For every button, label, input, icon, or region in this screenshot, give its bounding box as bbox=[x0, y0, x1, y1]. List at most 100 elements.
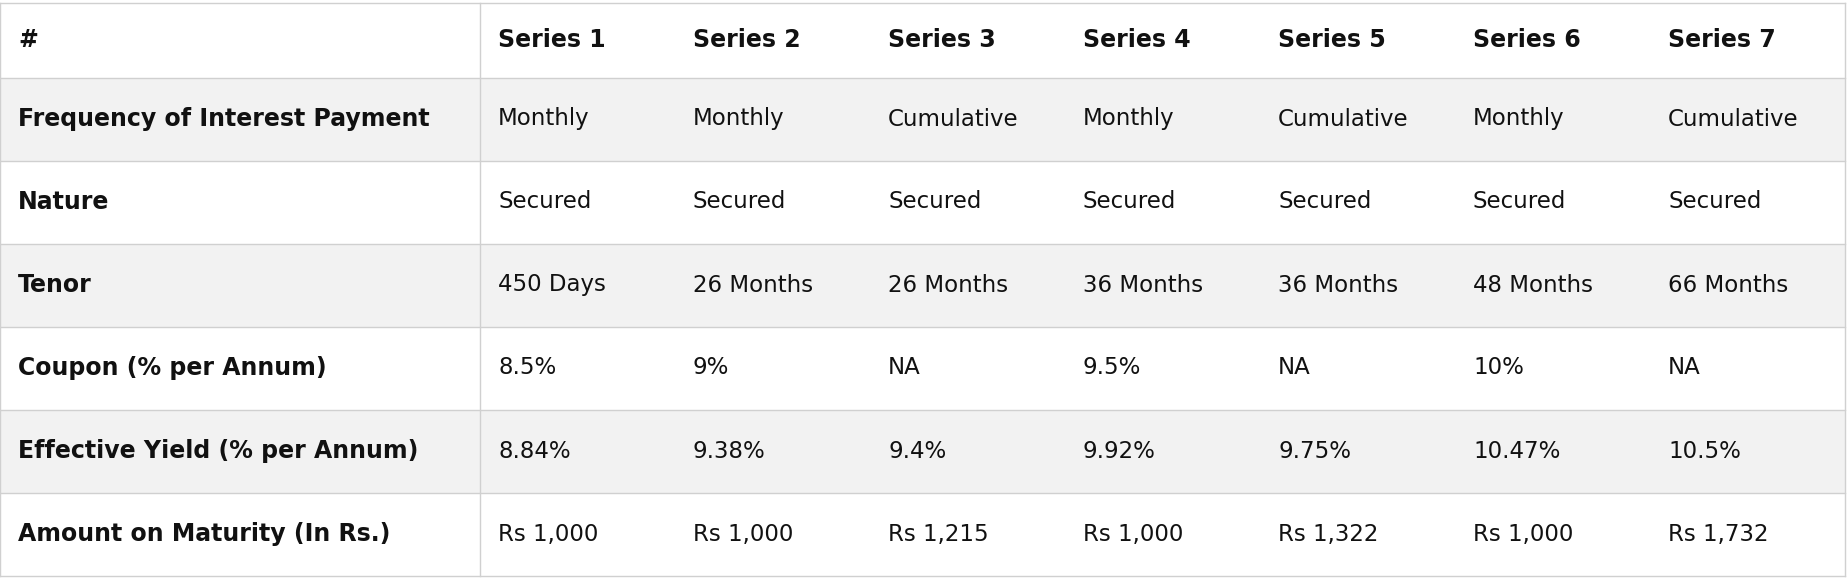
Bar bbox=[0, 77, 1844, 161]
Bar bbox=[870, 161, 1064, 243]
Bar bbox=[0, 492, 1844, 576]
Text: Secured: Secured bbox=[1473, 191, 1567, 213]
Bar bbox=[0, 2, 480, 77]
Text: Frequency of Interest Payment: Frequency of Interest Payment bbox=[18, 107, 429, 131]
Bar bbox=[1454, 2, 1650, 77]
Text: Series 2: Series 2 bbox=[693, 28, 800, 52]
Bar bbox=[1454, 492, 1650, 576]
Bar bbox=[675, 2, 870, 77]
Bar bbox=[1650, 243, 1844, 327]
Text: Nature: Nature bbox=[18, 190, 109, 214]
Bar bbox=[870, 2, 1064, 77]
Bar bbox=[1454, 77, 1650, 161]
Text: NA: NA bbox=[1279, 357, 1310, 380]
Bar bbox=[870, 2, 1064, 77]
Text: Series 3: Series 3 bbox=[889, 28, 996, 52]
Text: Secured: Secured bbox=[497, 191, 591, 213]
Text: Tenor: Tenor bbox=[18, 273, 92, 297]
Bar bbox=[1454, 2, 1650, 77]
Bar bbox=[1064, 2, 1260, 77]
Bar bbox=[0, 161, 480, 243]
Bar bbox=[1064, 492, 1260, 576]
Text: 9.5%: 9.5% bbox=[1083, 357, 1142, 380]
Text: Rs 1,322: Rs 1,322 bbox=[1279, 523, 1379, 546]
Text: NA: NA bbox=[889, 357, 920, 380]
Bar bbox=[870, 243, 1064, 327]
Bar bbox=[1650, 2, 1844, 77]
Bar bbox=[1454, 327, 1650, 409]
Bar bbox=[1650, 409, 1844, 492]
Text: Monthly: Monthly bbox=[1083, 108, 1175, 131]
Text: 36 Months: 36 Months bbox=[1279, 273, 1399, 297]
Bar bbox=[1260, 243, 1454, 327]
Text: Rs 1,000: Rs 1,000 bbox=[693, 523, 793, 546]
Text: Cumulative: Cumulative bbox=[889, 108, 1018, 131]
Bar bbox=[1650, 2, 1844, 77]
Text: Cumulative: Cumulative bbox=[1279, 108, 1408, 131]
Bar bbox=[0, 161, 1844, 243]
Text: Secured: Secured bbox=[889, 191, 981, 213]
Bar bbox=[1260, 2, 1454, 77]
Bar bbox=[675, 327, 870, 409]
Text: Cumulative: Cumulative bbox=[1669, 108, 1798, 131]
Bar bbox=[480, 161, 675, 243]
Bar bbox=[0, 409, 480, 492]
Text: Monthly: Monthly bbox=[1473, 108, 1565, 131]
Bar bbox=[1064, 409, 1260, 492]
Text: Rs 1,000: Rs 1,000 bbox=[1083, 523, 1183, 546]
Text: 10%: 10% bbox=[1473, 357, 1525, 380]
Text: Monthly: Monthly bbox=[693, 108, 785, 131]
Bar bbox=[1260, 492, 1454, 576]
Text: Monthly: Monthly bbox=[497, 108, 590, 131]
Text: 66 Months: 66 Months bbox=[1669, 273, 1789, 297]
Bar bbox=[480, 243, 675, 327]
Bar bbox=[1650, 327, 1844, 409]
Bar bbox=[1064, 77, 1260, 161]
Text: 26 Months: 26 Months bbox=[889, 273, 1009, 297]
Text: 10.47%: 10.47% bbox=[1473, 439, 1560, 462]
Text: Series 1: Series 1 bbox=[497, 28, 606, 52]
Text: Secured: Secured bbox=[1669, 191, 1761, 213]
Text: Series 5: Series 5 bbox=[1279, 28, 1386, 52]
Text: Effective Yield (% per Annum): Effective Yield (% per Annum) bbox=[18, 439, 418, 463]
Text: #: # bbox=[18, 28, 37, 52]
Bar bbox=[675, 243, 870, 327]
Text: 48 Months: 48 Months bbox=[1473, 273, 1593, 297]
Text: 10.5%: 10.5% bbox=[1669, 439, 1741, 462]
Bar bbox=[1064, 161, 1260, 243]
Text: Rs 1,732: Rs 1,732 bbox=[1669, 523, 1769, 546]
Text: NA: NA bbox=[1669, 357, 1700, 380]
Bar bbox=[1260, 327, 1454, 409]
Bar bbox=[1260, 409, 1454, 492]
Bar bbox=[1650, 77, 1844, 161]
Bar bbox=[0, 2, 480, 77]
Bar bbox=[1454, 409, 1650, 492]
Bar bbox=[675, 161, 870, 243]
Bar bbox=[0, 409, 1844, 492]
Bar bbox=[0, 243, 1844, 327]
Bar bbox=[480, 492, 675, 576]
Bar bbox=[675, 492, 870, 576]
Bar bbox=[0, 327, 480, 409]
Text: Series 6: Series 6 bbox=[1473, 28, 1580, 52]
Bar bbox=[1454, 243, 1650, 327]
Bar bbox=[1064, 2, 1260, 77]
Bar bbox=[1454, 161, 1650, 243]
Text: 9.75%: 9.75% bbox=[1279, 439, 1351, 462]
Text: 26 Months: 26 Months bbox=[693, 273, 813, 297]
Bar bbox=[1260, 77, 1454, 161]
Bar bbox=[675, 77, 870, 161]
Text: Series 7: Series 7 bbox=[1669, 28, 1776, 52]
Text: Coupon (% per Annum): Coupon (% per Annum) bbox=[18, 356, 327, 380]
Bar bbox=[480, 409, 675, 492]
Bar bbox=[870, 492, 1064, 576]
Text: Rs 1,000: Rs 1,000 bbox=[497, 523, 599, 546]
Bar bbox=[1260, 2, 1454, 77]
Bar bbox=[0, 492, 480, 576]
Bar bbox=[870, 409, 1064, 492]
Text: Series 4: Series 4 bbox=[1083, 28, 1190, 52]
Bar bbox=[675, 409, 870, 492]
Text: 9%: 9% bbox=[693, 357, 730, 380]
Bar bbox=[1650, 492, 1844, 576]
Bar bbox=[1260, 161, 1454, 243]
